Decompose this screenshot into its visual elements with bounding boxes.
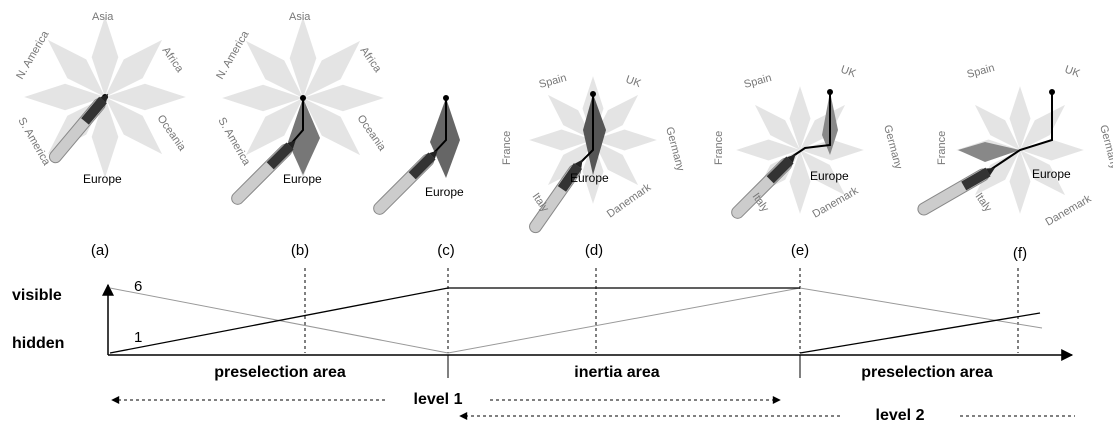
pen — [370, 145, 443, 218]
step-label: (d) — [585, 242, 603, 259]
menu-label: Danemark — [1044, 193, 1094, 229]
pen-tip — [443, 95, 449, 101]
menu-label: Danemark — [605, 181, 654, 220]
menu-label: Africa — [160, 45, 186, 76]
menu-label: Italy — [973, 191, 995, 215]
menu-label: Oceania — [155, 113, 189, 154]
area-label: inertia area — [574, 364, 659, 381]
step-label: (e) — [791, 242, 809, 259]
menu-label: Oceania — [355, 113, 389, 154]
step-label: (a) — [91, 242, 109, 259]
menu-label: Germany — [1097, 124, 1113, 171]
menu-label: Europe — [570, 171, 609, 185]
level-label: level 1 — [414, 391, 463, 408]
level-label: level 2 — [876, 407, 925, 424]
menu-a: Asia Africa Oceania Europe S. America N.… — [14, 11, 188, 186]
count-label: 6 — [134, 278, 142, 295]
menu-label: N. America — [14, 28, 52, 81]
count-label: 1 — [134, 329, 142, 346]
menu-label: S. America — [15, 116, 52, 169]
selected-petal — [958, 142, 1020, 162]
step-label: (f) — [1013, 245, 1027, 262]
menu-d: Spain UK Germany Danemark Europe Italy F… — [501, 72, 687, 236]
pen-tip — [1049, 89, 1055, 95]
menu-label: UK — [1063, 64, 1082, 81]
menu-label: Europe — [83, 172, 122, 186]
stroke-path — [989, 92, 1053, 171]
pen-tip — [827, 89, 833, 95]
menu-label: France — [936, 131, 948, 165]
menu-f: Spain UK Germany Danemark Europe Italy F… — [915, 62, 1113, 229]
menu-label: UK — [839, 64, 858, 81]
menu-label: Africa — [358, 45, 384, 76]
step-label: (c) — [437, 242, 455, 259]
selected-petal — [288, 98, 320, 175]
menu-label: Europe — [425, 185, 464, 199]
area-label: preselection area — [861, 364, 993, 381]
pen-tip — [590, 91, 596, 97]
menu-label: Spain — [538, 72, 568, 91]
menu-c: Europe — [370, 95, 464, 218]
state-label: visible — [12, 287, 62, 304]
menu-label: Germany — [881, 124, 904, 171]
menu-label: France — [713, 131, 725, 165]
step-label: (b) — [291, 242, 309, 259]
reveal-line — [109, 287, 800, 354]
menu-label: Spain — [966, 62, 996, 81]
menu-label: Spain — [743, 72, 773, 91]
menu-b: Asia Africa Oceania Europe S. America N.… — [214, 11, 389, 208]
menu-label: Asia — [92, 11, 114, 23]
menu-label: Europe — [1032, 167, 1071, 181]
menu-label: UK — [624, 74, 643, 91]
stroke-path — [789, 92, 831, 159]
menu-label: France — [501, 131, 513, 165]
menu-e: Spain UK Germany Danemark Europe Italy F… — [713, 64, 905, 222]
menu-label: Germany — [663, 126, 686, 173]
fade-line — [109, 287, 1043, 354]
area-label: preselection area — [214, 364, 346, 381]
reveal-line — [799, 312, 1041, 354]
menu-label: Asia — [289, 11, 311, 23]
pen-tip — [300, 95, 306, 101]
stroke-path — [289, 98, 304, 146]
menu-label: N. America — [214, 28, 252, 81]
stroke-path — [577, 94, 594, 166]
stroke-path — [431, 98, 447, 156]
menu-label: S. America — [215, 116, 252, 169]
menu-label: Europe — [810, 169, 849, 183]
timeline: (a) (b) (c) (d) (e) (f) visible hidden 6… — [12, 242, 1075, 424]
menu-label: Europe — [283, 172, 322, 186]
state-label: hidden — [12, 335, 64, 352]
